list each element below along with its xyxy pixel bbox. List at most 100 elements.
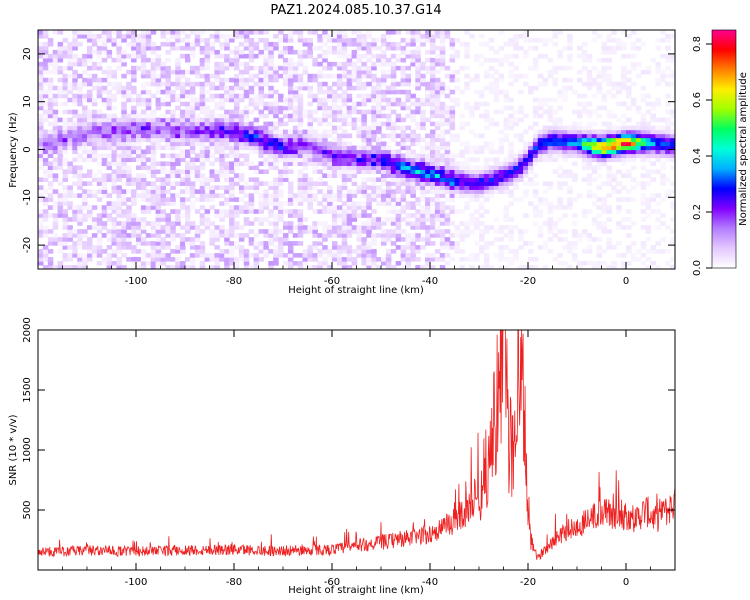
heatmap-cell <box>106 245 113 250</box>
heatmap-cell <box>42 265 49 269</box>
heatmap-cell <box>278 229 284 234</box>
heatmap-cell <box>336 37 343 43</box>
heatmap-cell <box>243 201 250 206</box>
heatmap-cell <box>170 109 176 115</box>
heatmap-cell <box>577 261 583 266</box>
heatmap-cell <box>52 101 59 107</box>
heatmap-cell <box>327 105 333 111</box>
heatmap-cell <box>454 77 460 83</box>
heatmap-cell <box>287 197 294 202</box>
heatmap-cell <box>449 41 456 47</box>
heatmap-cell <box>371 265 377 269</box>
heatmap-cell <box>346 93 353 99</box>
heatmap-cell <box>523 181 529 186</box>
heatmap-cell <box>160 137 166 143</box>
heatmap-cell <box>601 45 607 51</box>
heatmap-cell <box>62 265 68 269</box>
heatmap-cell <box>145 113 152 119</box>
heatmap-cell <box>302 137 309 143</box>
heatmap-cell <box>67 85 73 91</box>
heatmap-cell <box>469 213 475 218</box>
heatmap-cell <box>351 189 358 194</box>
heatmap-cell <box>307 229 313 234</box>
heatmap-cell <box>376 265 382 269</box>
heatmap-cell <box>390 77 397 83</box>
heatmap-cell <box>307 121 313 127</box>
heatmap-cell <box>434 61 441 67</box>
heatmap-cell <box>91 125 98 131</box>
heatmap-cell <box>660 73 666 79</box>
heatmap-cell <box>591 133 598 139</box>
heatmap-cell <box>273 133 279 139</box>
heatmap-cell <box>189 97 196 103</box>
heatmap-cell <box>199 193 206 198</box>
heatmap-cell <box>204 121 211 127</box>
heatmap-cell <box>150 169 157 174</box>
heatmap-cell <box>131 157 137 163</box>
heatmap-cell <box>385 181 392 186</box>
heatmap-cell <box>346 233 353 238</box>
heatmap-cell <box>332 209 338 214</box>
heatmap-cell <box>670 121 675 127</box>
heatmap-cell <box>567 41 573 47</box>
heatmap-cell <box>630 185 637 190</box>
heatmap-cell <box>577 113 583 119</box>
heatmap-cell <box>170 133 176 139</box>
heatmap-cell <box>650 161 656 167</box>
heatmap-cell <box>351 193 358 198</box>
heatmap-cell <box>567 45 573 51</box>
heatmap-cell <box>670 53 675 59</box>
heatmap-cell <box>253 253 260 258</box>
heatmap-cell <box>366 261 372 266</box>
heatmap-cell <box>96 161 103 167</box>
heatmap-cell <box>430 161 436 167</box>
snr-x-axis-label: Height of straight line (km) <box>288 585 424 596</box>
heatmap-cell <box>336 209 343 214</box>
heatmap-cell <box>376 233 382 238</box>
heatmap-cell <box>268 193 274 198</box>
heatmap-cell <box>121 197 127 202</box>
heatmap-cell <box>87 137 93 143</box>
heatmap-cell <box>121 157 127 163</box>
heatmap-cell <box>253 145 260 151</box>
heatmap-cell <box>42 117 49 123</box>
heatmap-cell <box>322 109 328 115</box>
heatmap-cell <box>449 109 456 115</box>
heatmap-cell <box>287 161 294 167</box>
heatmap-cell <box>180 233 186 238</box>
heatmap-cell <box>126 225 132 230</box>
heatmap-cell <box>82 81 88 87</box>
heatmap-cell <box>150 93 157 99</box>
heatmap-cell <box>278 129 284 135</box>
heatmap-cell <box>655 137 661 143</box>
heatmap-cell <box>449 89 456 95</box>
heatmap-cell <box>72 169 78 174</box>
heatmap-cell <box>273 217 279 222</box>
heatmap-cell <box>145 81 152 87</box>
heatmap-cell <box>420 37 426 43</box>
heatmap-cell <box>224 209 230 214</box>
heatmap-cell <box>351 249 358 254</box>
heatmap-cell <box>150 253 157 258</box>
heatmap-cell <box>111 133 117 139</box>
heatmap-cell <box>434 97 441 103</box>
heatmap-cell <box>547 109 554 115</box>
heatmap-cell <box>405 257 411 262</box>
heatmap-cell <box>366 97 372 103</box>
heatmap-cell <box>248 201 255 206</box>
heatmap-cell <box>155 265 162 269</box>
heatmap-cell <box>332 137 338 143</box>
heatmap-cell <box>537 225 544 230</box>
heatmap-cell <box>415 209 421 214</box>
heatmap-cell <box>616 41 622 47</box>
heatmap-cell <box>508 237 514 242</box>
heatmap-cell <box>415 153 421 159</box>
heatmap-cell <box>415 173 421 178</box>
heatmap-cell <box>670 149 675 155</box>
heatmap-cell <box>322 173 328 178</box>
x-tick-label: -80 <box>226 276 242 287</box>
heatmap-cell <box>57 149 64 155</box>
heatmap-cell <box>219 161 225 167</box>
heatmap-cell <box>62 73 68 79</box>
heatmap-cell <box>581 133 588 139</box>
